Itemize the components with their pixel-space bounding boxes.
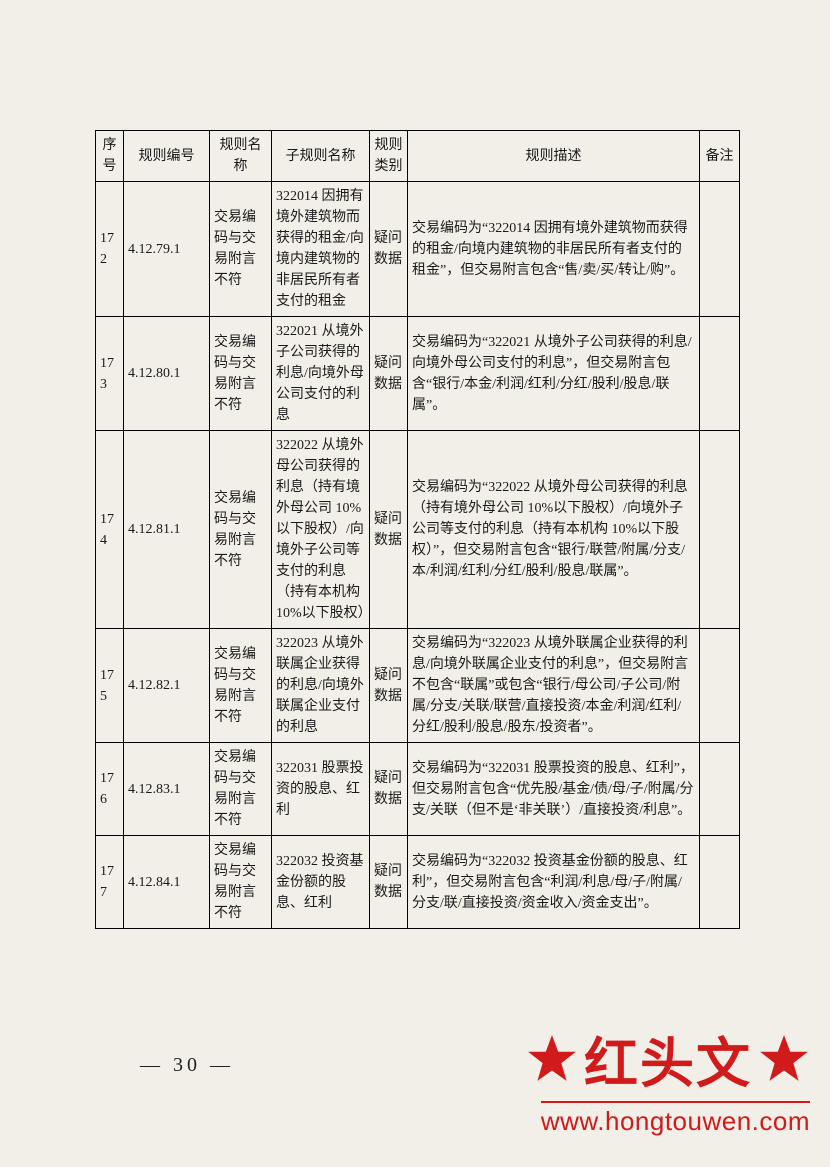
cell-type: 疑问数据 [370, 431, 408, 629]
cell-name: 交易编码与交易附言不符 [210, 317, 272, 431]
cell-type: 疑问数据 [370, 836, 408, 929]
watermark-text: 红头文 [584, 1019, 752, 1098]
col-header-note: 备注 [700, 131, 740, 182]
table-row: 176 4.12.83.1 交易编码与交易附言不符 322031 股票投资的股息… [96, 743, 740, 836]
col-header-type: 规则类别 [370, 131, 408, 182]
col-header-desc: 规则描述 [408, 131, 700, 182]
cell-note [700, 317, 740, 431]
cell-name: 交易编码与交易附言不符 [210, 182, 272, 317]
col-header-seq: 序号 [96, 131, 124, 182]
cell-desc: 交易编码为“322014 因拥有境外建筑物而获得的租金/向境内建筑物的非居民所有… [408, 182, 700, 317]
cell-name: 交易编码与交易附言不符 [210, 743, 272, 836]
cell-seq: 173 [96, 317, 124, 431]
cell-type: 疑问数据 [370, 182, 408, 317]
col-header-code: 规则编号 [124, 131, 210, 182]
cell-note [700, 836, 740, 929]
table-header-row: 序号 规则编号 规则名称 子规则名称 规则类别 规则描述 备注 [96, 131, 740, 182]
cell-seq: 172 [96, 182, 124, 317]
star-icon [758, 1033, 810, 1085]
table-row: 172 4.12.79.1 交易编码与交易附言不符 322014 因拥有境外建筑… [96, 182, 740, 317]
table-row: 174 4.12.81.1 交易编码与交易附言不符 322022 从境外母公司获… [96, 431, 740, 629]
cell-sub: 322031 股票投资的股息、红利 [272, 743, 370, 836]
cell-note [700, 182, 740, 317]
cell-seq: 176 [96, 743, 124, 836]
cell-code: 4.12.82.1 [124, 629, 210, 743]
watermark: 红头文 www.hongtouwen.com [526, 1019, 810, 1137]
cell-code: 4.12.81.1 [124, 431, 210, 629]
cell-name: 交易编码与交易附言不符 [210, 629, 272, 743]
cell-type: 疑问数据 [370, 317, 408, 431]
cell-note [700, 743, 740, 836]
watermark-top: 红头文 [526, 1019, 810, 1098]
cell-seq: 175 [96, 629, 124, 743]
watermark-url: www.hongtouwen.com [541, 1101, 810, 1137]
cell-code: 4.12.80.1 [124, 317, 210, 431]
table-body: 172 4.12.79.1 交易编码与交易附言不符 322014 因拥有境外建筑… [96, 182, 740, 929]
page-number: — 30 — [140, 1054, 234, 1077]
cell-code: 4.12.84.1 [124, 836, 210, 929]
col-header-name: 规则名称 [210, 131, 272, 182]
cell-note [700, 629, 740, 743]
star-icon [526, 1033, 578, 1085]
rules-table: 序号 规则编号 规则名称 子规则名称 规则类别 规则描述 备注 172 4.12… [95, 130, 740, 929]
cell-name: 交易编码与交易附言不符 [210, 431, 272, 629]
cell-sub: 322023 从境外联属企业获得的利息/向境外联属企业支付的利息 [272, 629, 370, 743]
table-row: 175 4.12.82.1 交易编码与交易附言不符 322023 从境外联属企业… [96, 629, 740, 743]
col-header-sub: 子规则名称 [272, 131, 370, 182]
cell-seq: 177 [96, 836, 124, 929]
cell-desc: 交易编码为“322023 从境外联属企业获得的利息/向境外联属企业支付的利息”，… [408, 629, 700, 743]
cell-sub: 322032 投资基金份额的股息、红利 [272, 836, 370, 929]
cell-type: 疑问数据 [370, 629, 408, 743]
document-page: 序号 规则编号 规则名称 子规则名称 规则类别 规则描述 备注 172 4.12… [0, 0, 830, 1167]
cell-sub: 322014 因拥有境外建筑物而获得的租金/向境内建筑物的非居民所有者支付的租金 [272, 182, 370, 317]
cell-seq: 174 [96, 431, 124, 629]
cell-sub: 322021 从境外子公司获得的利息/向境外母公司支付的利息 [272, 317, 370, 431]
cell-name: 交易编码与交易附言不符 [210, 836, 272, 929]
cell-desc: 交易编码为“322031 股票投资的股息、红利”，但交易附言包含“优先股/基金/… [408, 743, 700, 836]
cell-type: 疑问数据 [370, 743, 408, 836]
cell-desc: 交易编码为“322022 从境外母公司获得的利息（持有境外母公司 10%以下股权… [408, 431, 700, 629]
cell-sub: 322022 从境外母公司获得的利息（持有境外母公司 10%以下股权）/向境外子… [272, 431, 370, 629]
cell-code: 4.12.83.1 [124, 743, 210, 836]
cell-note [700, 431, 740, 629]
cell-desc: 交易编码为“322032 投资基金份额的股息、红利”，但交易附言包含“利润/利息… [408, 836, 700, 929]
table-row: 177 4.12.84.1 交易编码与交易附言不符 322032 投资基金份额的… [96, 836, 740, 929]
table-row: 173 4.12.80.1 交易编码与交易附言不符 322021 从境外子公司获… [96, 317, 740, 431]
cell-desc: 交易编码为“322021 从境外子公司获得的利息/向境外母公司支付的利息”，但交… [408, 317, 700, 431]
cell-code: 4.12.79.1 [124, 182, 210, 317]
